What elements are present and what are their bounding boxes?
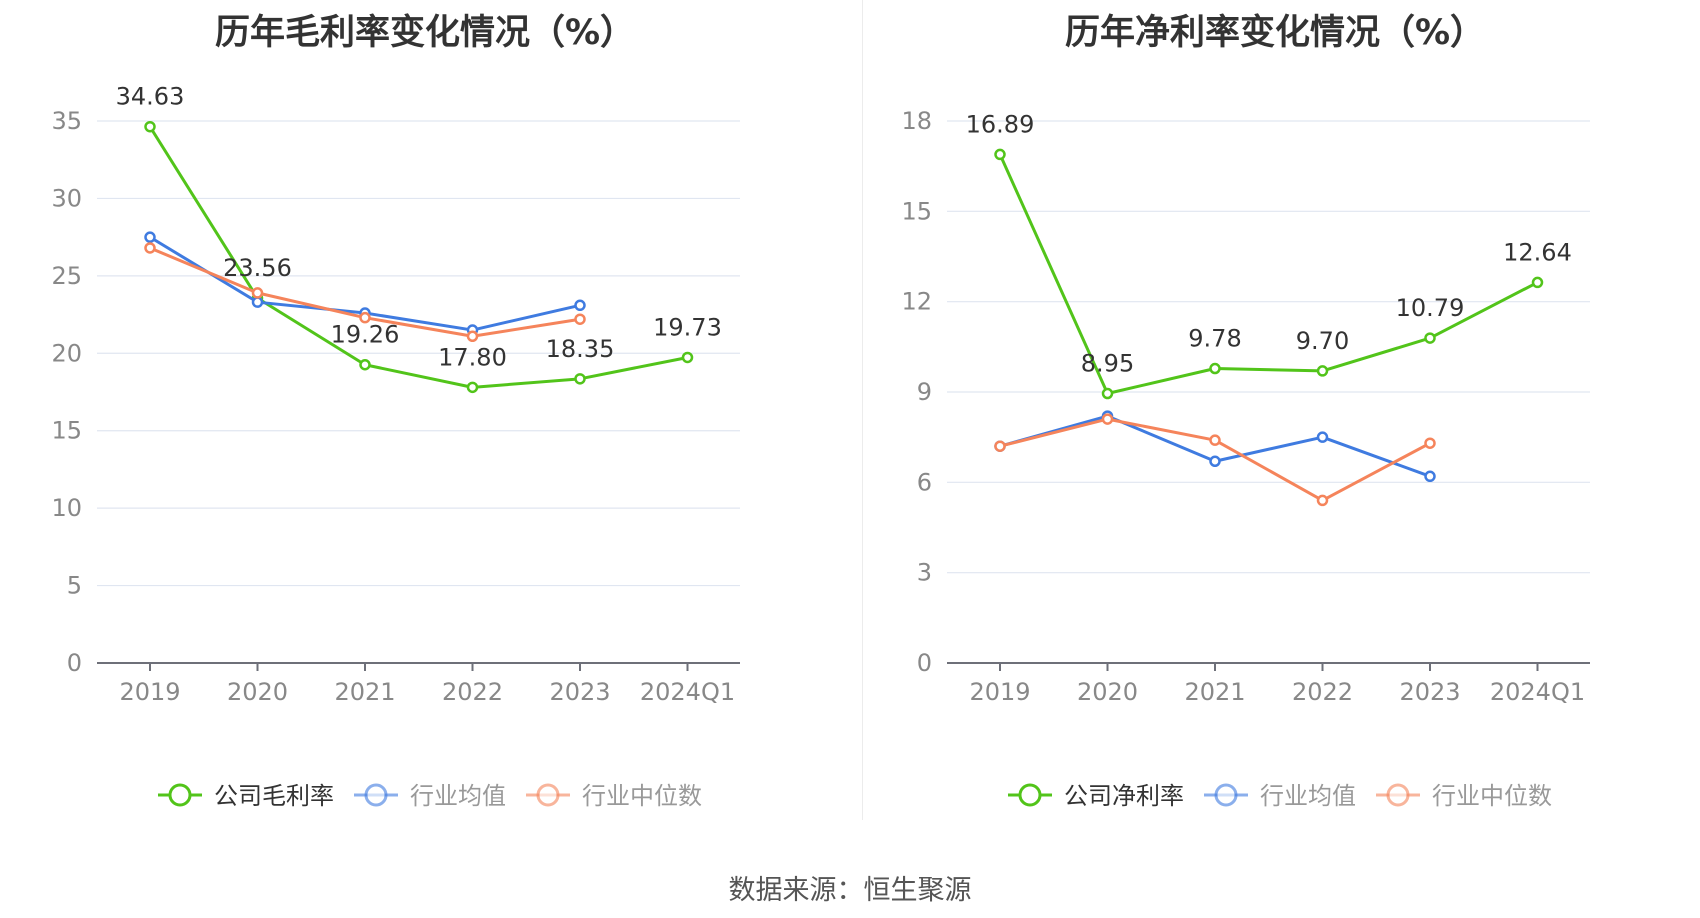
data-point xyxy=(251,296,264,308)
x-tick-label: 2019 xyxy=(969,678,1030,706)
data-point xyxy=(1424,470,1436,483)
data-point xyxy=(144,120,156,133)
x-tick-label: 2024Q1 xyxy=(1490,678,1585,706)
legend-item: 行业均值 xyxy=(354,782,506,810)
data-point xyxy=(144,231,156,243)
legend-item: 公司毛利率 xyxy=(158,782,334,810)
data-point xyxy=(994,148,1006,161)
y-tick-label: 9 xyxy=(917,378,932,406)
y-tick-label: 30 xyxy=(51,184,82,212)
gross-margin-chart: 历年毛利率变化情况（%） 0 5 10 15 20 25 30 35 2019 2020 2021 2… xyxy=(0,0,850,820)
data-label: 23.56 xyxy=(223,254,292,282)
net-margin-plot: 0 3 6 9 12 15 18 2019 2020 2021 2022 2023 2024Q1 16.8… xyxy=(901,107,1590,810)
legend-item: 公司净利率 xyxy=(1008,782,1184,810)
data-point xyxy=(1101,413,1114,425)
legend-label: 行业中位数 xyxy=(582,782,702,810)
y-tick-label: 12 xyxy=(901,288,932,316)
series-line-1 xyxy=(999,414,1431,478)
legend-label: 行业均值 xyxy=(1260,782,1356,810)
data-label: 17.80 xyxy=(438,343,507,371)
data-point xyxy=(1209,455,1221,468)
y-tick-label: 10 xyxy=(51,494,82,522)
data-point xyxy=(1316,494,1329,507)
series-line-0 xyxy=(998,153,1539,396)
x-tick-label: 2021 xyxy=(1184,678,1245,706)
legend-item: 行业中位数 xyxy=(1376,782,1552,810)
y-tick-label: 18 xyxy=(901,107,932,135)
legend-marker xyxy=(1018,783,1042,807)
data-label: 9.78 xyxy=(1188,325,1241,353)
data-point xyxy=(1316,365,1329,377)
data-point xyxy=(994,440,1006,452)
legend-marker xyxy=(1386,783,1410,807)
y-tick-label: 6 xyxy=(917,468,932,496)
data-label: 12.64 xyxy=(1503,238,1572,266)
x-tick-label: 2023 xyxy=(549,678,610,706)
data-label: 16.89 xyxy=(966,110,1035,138)
data-point xyxy=(251,287,264,299)
y-tick-label: 0 xyxy=(67,649,82,677)
data-point xyxy=(1316,431,1329,443)
data-point xyxy=(1424,437,1436,449)
data-label: 34.63 xyxy=(116,83,185,111)
legend-item: 行业均值 xyxy=(1204,782,1356,810)
net-margin-chart: 历年净利率变化情况（%） 0 3 6 9 12 15 18 2019 2020 2021 2022 2… xyxy=(850,0,1700,820)
legend-marker xyxy=(536,783,560,807)
gross-margin-plot: 0 5 10 15 20 25 30 35 2019 2020 2021 2022 2023 2024Q1… xyxy=(51,83,740,810)
y-tick-label: 25 xyxy=(51,262,82,290)
legend-label: 公司毛利率 xyxy=(214,782,334,810)
x-tick-label: 2019 xyxy=(119,678,180,706)
legend-marker xyxy=(1214,783,1238,807)
y-tick-label: 3 xyxy=(917,559,932,587)
data-label: 9.70 xyxy=(1296,327,1349,355)
data-point xyxy=(144,242,156,254)
data-point xyxy=(1424,332,1436,344)
data-point xyxy=(1531,276,1544,289)
legend-marker xyxy=(168,783,192,807)
y-tick-label: 35 xyxy=(51,107,82,135)
panel-divider xyxy=(862,0,863,820)
data-label: 10.79 xyxy=(1396,294,1465,322)
data-point xyxy=(681,351,694,364)
data-point xyxy=(1209,434,1221,446)
data-label: 19.26 xyxy=(331,321,400,349)
data-label: 19.73 xyxy=(653,313,722,341)
data-point xyxy=(1101,387,1114,400)
data-point xyxy=(359,358,371,371)
x-tick-label: 2020 xyxy=(227,678,288,706)
data-point xyxy=(574,373,586,385)
legend-marker xyxy=(364,783,388,807)
x-tick-label: 2022 xyxy=(442,678,503,706)
x-tick-label: 2021 xyxy=(334,678,395,706)
chart-title-gross-margin: 历年毛利率变化情况（%） xyxy=(214,13,636,53)
legend-label: 公司净利率 xyxy=(1064,782,1184,810)
data-point xyxy=(574,299,586,312)
legend-label: 行业中位数 xyxy=(1432,782,1552,810)
x-tick-label: 2024Q1 xyxy=(640,678,735,706)
y-tick-label: 0 xyxy=(917,649,932,677)
data-label: 18.35 xyxy=(546,335,615,363)
data-point xyxy=(466,330,479,343)
legend-label: 行业均值 xyxy=(410,782,506,810)
x-tick-label: 2023 xyxy=(1399,678,1460,706)
data-label: 8.95 xyxy=(1081,350,1134,378)
x-tick-label: 2022 xyxy=(1292,678,1353,706)
chart-title-net-margin: 历年净利率变化情况（%） xyxy=(1064,13,1486,53)
y-tick-label: 20 xyxy=(51,339,82,367)
y-tick-label: 5 xyxy=(67,572,82,600)
data-source: 数据来源：恒生聚源 xyxy=(728,875,972,906)
legend-item: 行业中位数 xyxy=(526,782,702,810)
data-point xyxy=(466,381,479,394)
y-tick-label: 15 xyxy=(51,417,82,445)
data-point xyxy=(574,313,586,325)
y-tick-label: 15 xyxy=(901,197,932,225)
series-line-0 xyxy=(148,125,688,389)
x-tick-label: 2020 xyxy=(1077,678,1138,706)
data-point xyxy=(1209,362,1221,375)
data-point xyxy=(359,311,371,324)
